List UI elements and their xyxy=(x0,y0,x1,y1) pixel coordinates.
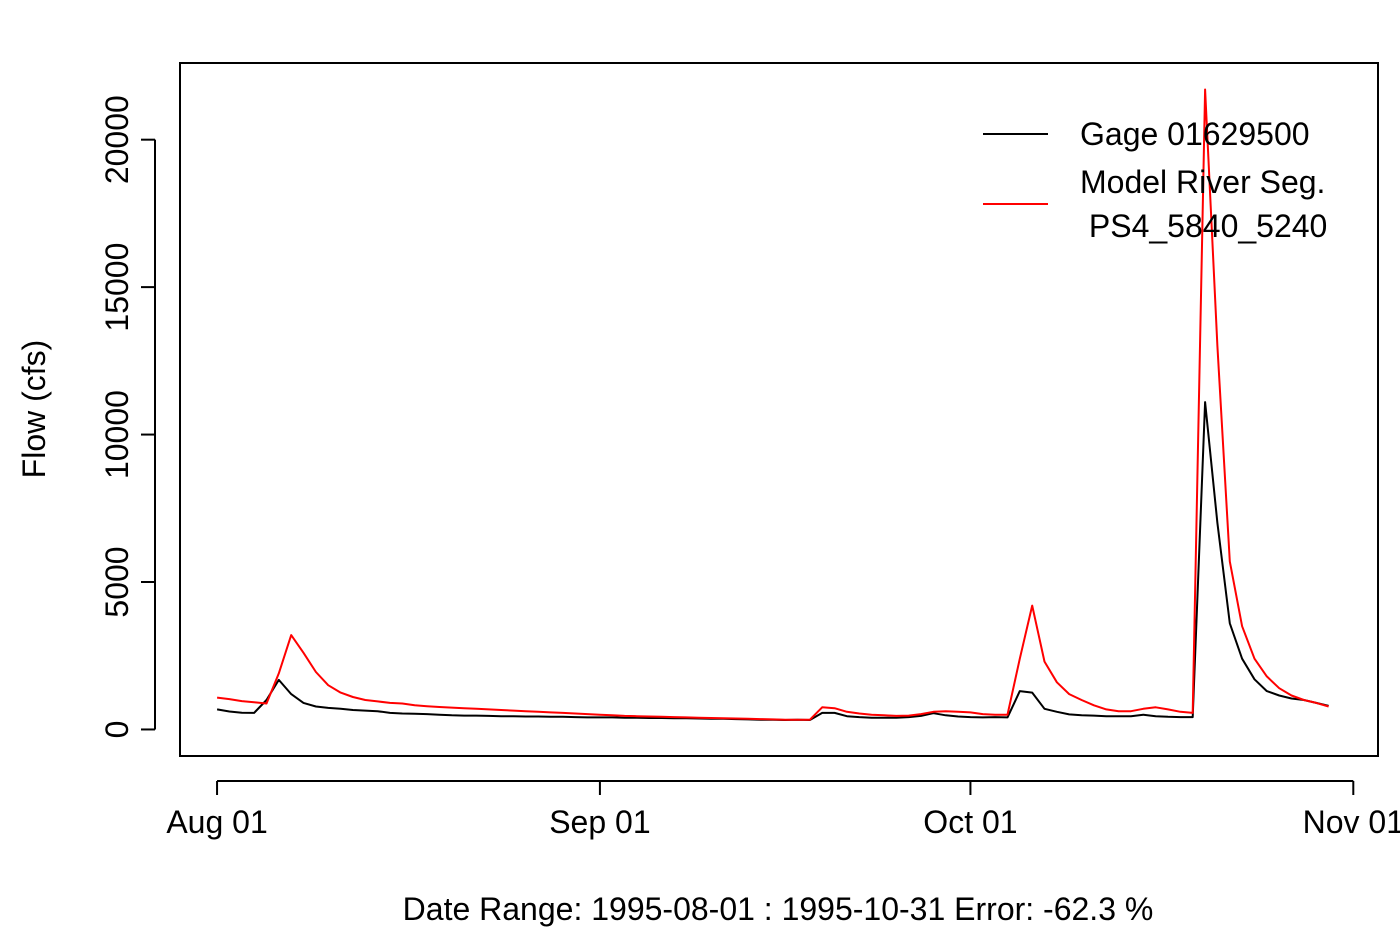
y-tick-label: 15000 xyxy=(99,243,135,332)
series-layer xyxy=(216,88,1329,721)
x-tick-label: Nov 01 xyxy=(1303,804,1400,840)
plot-frame xyxy=(179,62,1379,757)
legend-label-1: Gage 01629500 xyxy=(1080,116,1310,152)
legend: Gage 01629500 Model River Seg. PS4_5840_5… xyxy=(983,116,1327,244)
series-line-2 xyxy=(216,88,1329,721)
y-axis: 0 5000 10000 15000 20000 xyxy=(99,95,156,739)
x-tick-label: Oct 01 xyxy=(923,804,1017,840)
y-tick-label: 10000 xyxy=(99,390,135,479)
x-tick-label: Aug 01 xyxy=(166,804,267,840)
y-tick-label: 20000 xyxy=(99,95,135,184)
y-tick-label: 5000 xyxy=(99,546,135,617)
y-tick-label: 0 xyxy=(99,721,135,739)
x-tick-label: Sep 01 xyxy=(549,804,650,840)
legend-label-2: Model River Seg. PS4_5840_5240 xyxy=(1080,164,1327,244)
x-axis: Aug 01 Sep 01 Oct 01 Nov 01 xyxy=(166,780,1400,840)
series-line-1 xyxy=(216,401,1329,721)
y-axis-title: Flow (cfs) xyxy=(16,340,52,479)
x-axis-title: Date Range: 1995-08-01 : 1995-10-31 Erro… xyxy=(403,891,1154,927)
